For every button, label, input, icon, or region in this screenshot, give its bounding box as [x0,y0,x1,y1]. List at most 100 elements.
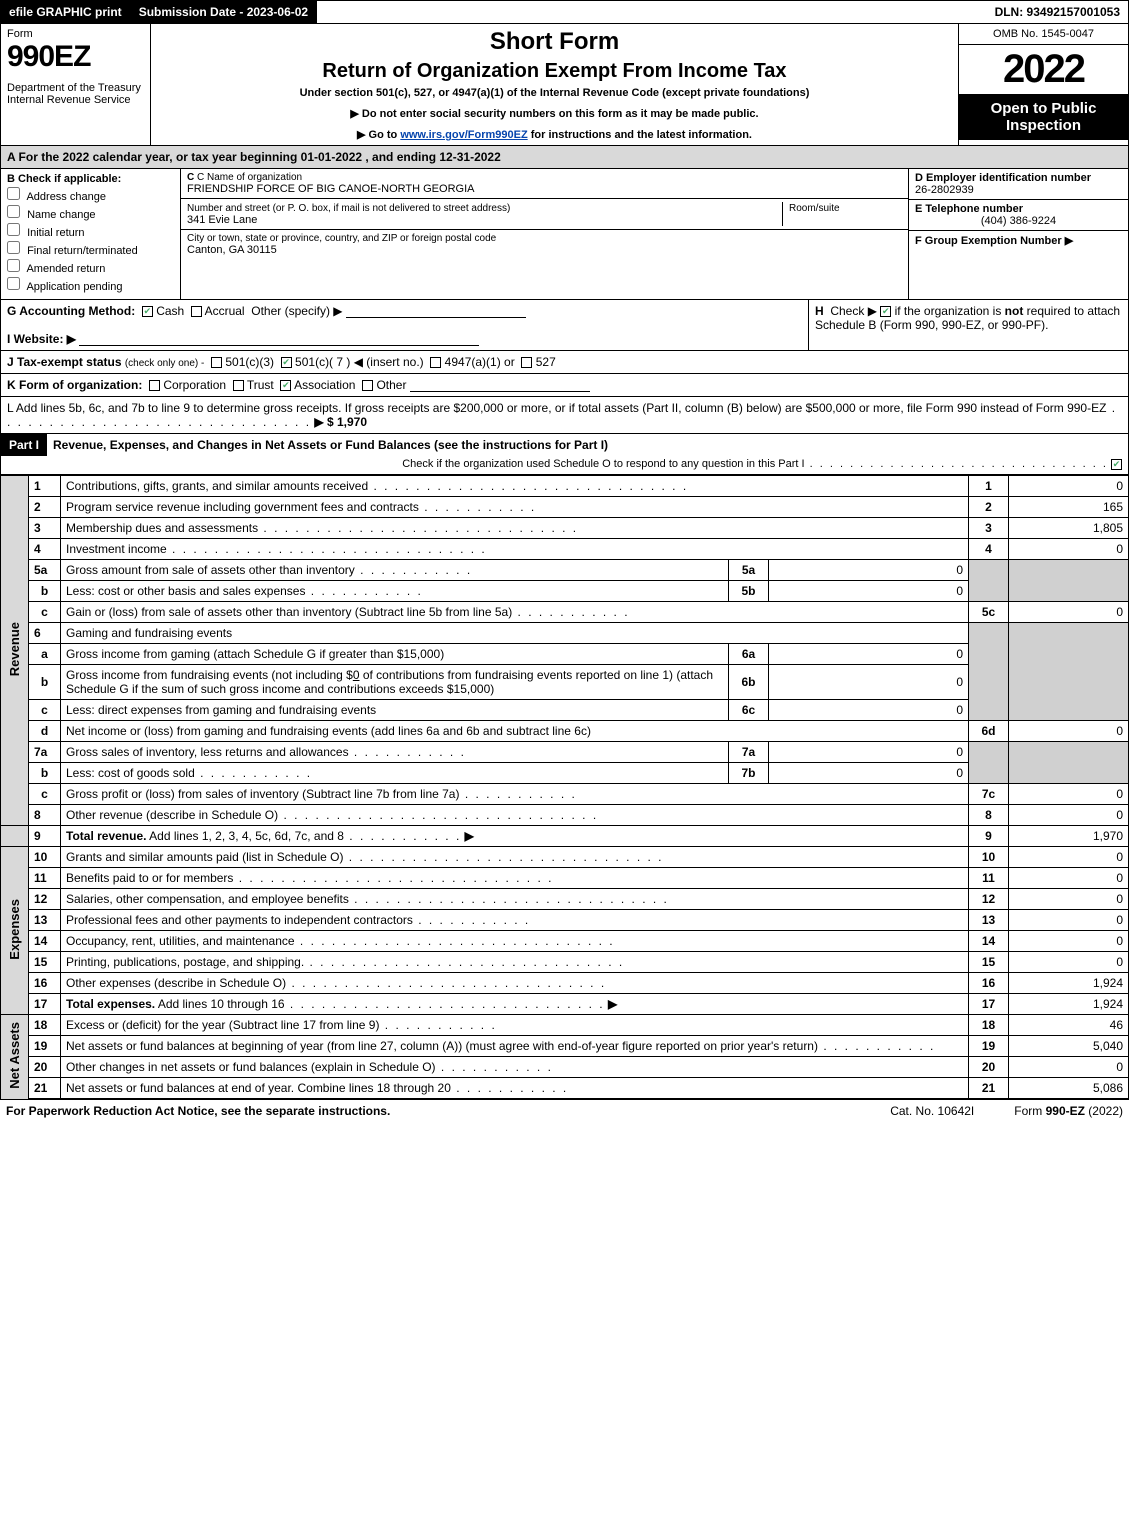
header-center: Short Form Return of Organization Exempt… [151,24,958,145]
top-bar: efile GRAPHIC print Submission Date - 20… [0,0,1129,24]
city-label: City or town, state or province, country… [187,233,902,244]
submission-date: Submission Date - 2023-06-02 [131,1,317,23]
irs-link[interactable]: www.irs.gov/Form990EZ [400,129,527,141]
line-g: G Accounting Method: Cash Accrual Other … [1,300,808,350]
table-row: cGain or (loss) from sale of assets othe… [1,602,1129,623]
chk-accrual[interactable] [191,306,202,317]
table-row: 13Professional fees and other payments t… [1,910,1129,931]
table-row: 20Other changes in net assets or fund ba… [1,1057,1129,1078]
omb-number: OMB No. 1545-0047 [959,24,1128,45]
table-row: 11Benefits paid to or for members110 [1,868,1129,889]
line-k: K Form of organization: Corporation Trus… [0,374,1129,397]
org-name: FRIENDSHIP FORCE OF BIG CANOE-NORTH GEOR… [187,183,902,195]
subtitle: Under section 501(c), 527, or 4947(a)(1)… [159,87,950,99]
chk-application-pending[interactable]: Application pending [7,277,174,293]
table-row: bGross income from fundraising events (n… [1,665,1129,700]
efile-print-button[interactable]: efile GRAPHIC print [1,1,131,23]
paperwork-notice: For Paperwork Reduction Act Notice, see … [6,1104,390,1118]
chk-initial-return[interactable]: Initial return [7,223,174,239]
website-input[interactable] [79,332,479,346]
cat-no: Cat. No. 10642I [890,1104,974,1118]
form-header: Form 990EZ Department of the Treasury In… [0,24,1129,146]
ein: 26-2802939 [915,184,974,196]
table-row: 8Other revenue (describe in Schedule O)8… [1,805,1129,826]
chk-schedule-b[interactable] [880,306,891,317]
dept-treasury: Department of the Treasury Internal Reve… [7,82,144,106]
chk-final-return[interactable]: Final return/terminated [7,241,174,257]
table-row: 9Total revenue. Add lines 1, 2, 3, 4, 5c… [1,826,1129,847]
line-i-label: I Website: ▶ [7,332,76,346]
phone: (404) 386-9224 [915,215,1122,227]
bcd-block: B Check if applicable: Address change Na… [0,169,1129,300]
chk-501c3[interactable] [211,357,222,368]
chk-address-change[interactable]: Address change [7,187,174,203]
room-label: Room/suite [789,203,840,214]
form-number: 990EZ [7,40,144,74]
table-row: 2Program service revenue including gover… [1,497,1129,518]
chk-501c[interactable] [281,357,292,368]
form-footer: Form 990-EZ (2022) [1014,1104,1123,1118]
table-row: cLess: direct expenses from gaming and f… [1,700,1129,721]
gh-block: G Accounting Method: Cash Accrual Other … [0,300,1129,351]
chk-association[interactable] [280,380,291,391]
chk-name-change[interactable]: Name change [7,205,174,221]
chk-cash[interactable] [142,306,153,317]
table-row: 17Total expenses. Add lines 10 through 1… [1,994,1129,1015]
table-row: dNet income or (loss) from gaming and fu… [1,721,1129,742]
tax-year: 2022 [959,45,1128,94]
short-form-title: Short Form [159,28,950,56]
other-method-input[interactable] [346,304,526,318]
line-h: H Check ▶ if the organization is not req… [808,300,1128,350]
section-d: D Employer identification number 26-2802… [908,169,1128,299]
street-label: Number and street (or P. O. box, if mail… [187,203,510,214]
part1-header: Part I Revenue, Expenses, and Changes in… [0,434,1129,475]
part1-title: Revenue, Expenses, and Changes in Net As… [47,434,1128,456]
header-right: OMB No. 1545-0047 2022 Open to Public In… [958,24,1128,145]
part1-label: Part I [1,434,47,456]
other-org-input[interactable] [410,378,590,392]
street-address: 341 Evie Lane [187,214,257,226]
line-j: J Tax-exempt status (check only one) - 5… [0,351,1129,374]
table-row: 6Gaming and fundraising events [1,623,1129,644]
table-row: Net Assets 18Excess or (deficit) for the… [1,1015,1129,1036]
table-row: bLess: cost or other basis and sales exp… [1,581,1129,602]
chk-4947a1[interactable] [430,357,441,368]
vtab-net-assets: Net Assets [7,1022,22,1089]
ein-label: D Employer identification number [915,172,1091,184]
table-row: 14Occupancy, rent, utilities, and mainte… [1,931,1129,952]
open-to-public: Open to Public Inspection [959,94,1128,140]
table-row: 3Membership dues and assessments31,805 [1,518,1129,539]
table-row: 5aGross amount from sale of assets other… [1,560,1129,581]
goto-post: for instructions and the latest informat… [528,129,752,141]
city-state-zip: Canton, GA 30115 [187,244,902,256]
table-row: Revenue 1Contributions, gifts, grants, a… [1,476,1129,497]
chk-527[interactable] [521,357,532,368]
chk-other-org[interactable] [362,380,373,391]
chk-corporation[interactable] [149,380,160,391]
table-row: aGross income from gaming (attach Schedu… [1,644,1129,665]
chk-amended-return[interactable]: Amended return [7,259,174,275]
table-row: 4Investment income40 [1,539,1129,560]
vtab-revenue: Revenue [7,622,22,676]
line-a: A For the 2022 calendar year, or tax yea… [0,146,1129,169]
header-left: Form 990EZ Department of the Treasury In… [1,24,151,145]
vtab-expenses: Expenses [7,899,22,960]
line-l: L Add lines 5b, 6c, and 7b to line 9 to … [0,397,1129,434]
group-exemption-label: F Group Exemption Number ▶ [915,235,1073,247]
table-row: cGross profit or (loss) from sales of in… [1,784,1129,805]
table-row: Expenses 10Grants and similar amounts pa… [1,847,1129,868]
table-row: 21Net assets or fund balances at end of … [1,1078,1129,1099]
chk-trust[interactable] [233,380,244,391]
table-row: bLess: cost of goods sold7b0 [1,763,1129,784]
goto-pre: ▶ Go to [357,129,400,141]
phone-label: E Telephone number [915,203,1023,215]
section-b-label: B Check if applicable: [7,173,121,185]
table-row: 7aGross sales of inventory, less returns… [1,742,1129,763]
dln: DLN: 93492157001053 [987,1,1128,23]
section-c: C C Name of organization FRIENDSHIP FORC… [181,169,908,299]
page-footer: For Paperwork Reduction Act Notice, see … [0,1099,1129,1122]
table-row: 15Printing, publications, postage, and s… [1,952,1129,973]
goto-note: ▶ Go to www.irs.gov/Form990EZ for instru… [159,128,950,141]
chk-schedule-o[interactable] [1111,459,1122,470]
table-row: 12Salaries, other compensation, and empl… [1,889,1129,910]
